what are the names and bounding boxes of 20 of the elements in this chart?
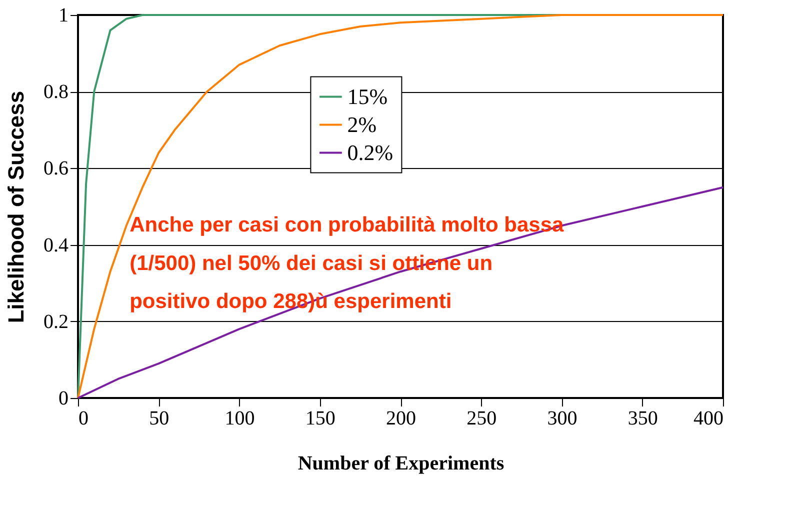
x-tick-label: 300	[547, 408, 578, 430]
x-tick-label: 200	[386, 408, 416, 430]
y-tick-label: 0	[58, 388, 68, 410]
legend-label: 2%	[347, 112, 377, 137]
x-axis-title: Number of Experiments	[298, 452, 504, 474]
y-tick-label: 0.8	[44, 81, 68, 104]
x-tick-label: 100	[224, 408, 255, 430]
y-tick-label: 0.2	[44, 310, 68, 333]
x-tick-label: 150	[305, 408, 336, 430]
legend-label: 15%	[347, 84, 388, 109]
x-tick-label: 400	[694, 408, 724, 430]
y-tick-label: 0.6	[44, 158, 68, 180]
y-tick-label: 1	[58, 4, 68, 26]
y-tick-label: 0.4	[44, 234, 68, 256]
x-tick-label: 50	[149, 408, 170, 430]
x-tick-label: 250	[466, 408, 497, 430]
legend-label: 0.2%	[347, 140, 394, 165]
x-tick-label: 350	[628, 408, 658, 430]
y-axis-title: Likelihood of Success	[4, 90, 28, 324]
x-tick-label: 0	[78, 408, 88, 430]
